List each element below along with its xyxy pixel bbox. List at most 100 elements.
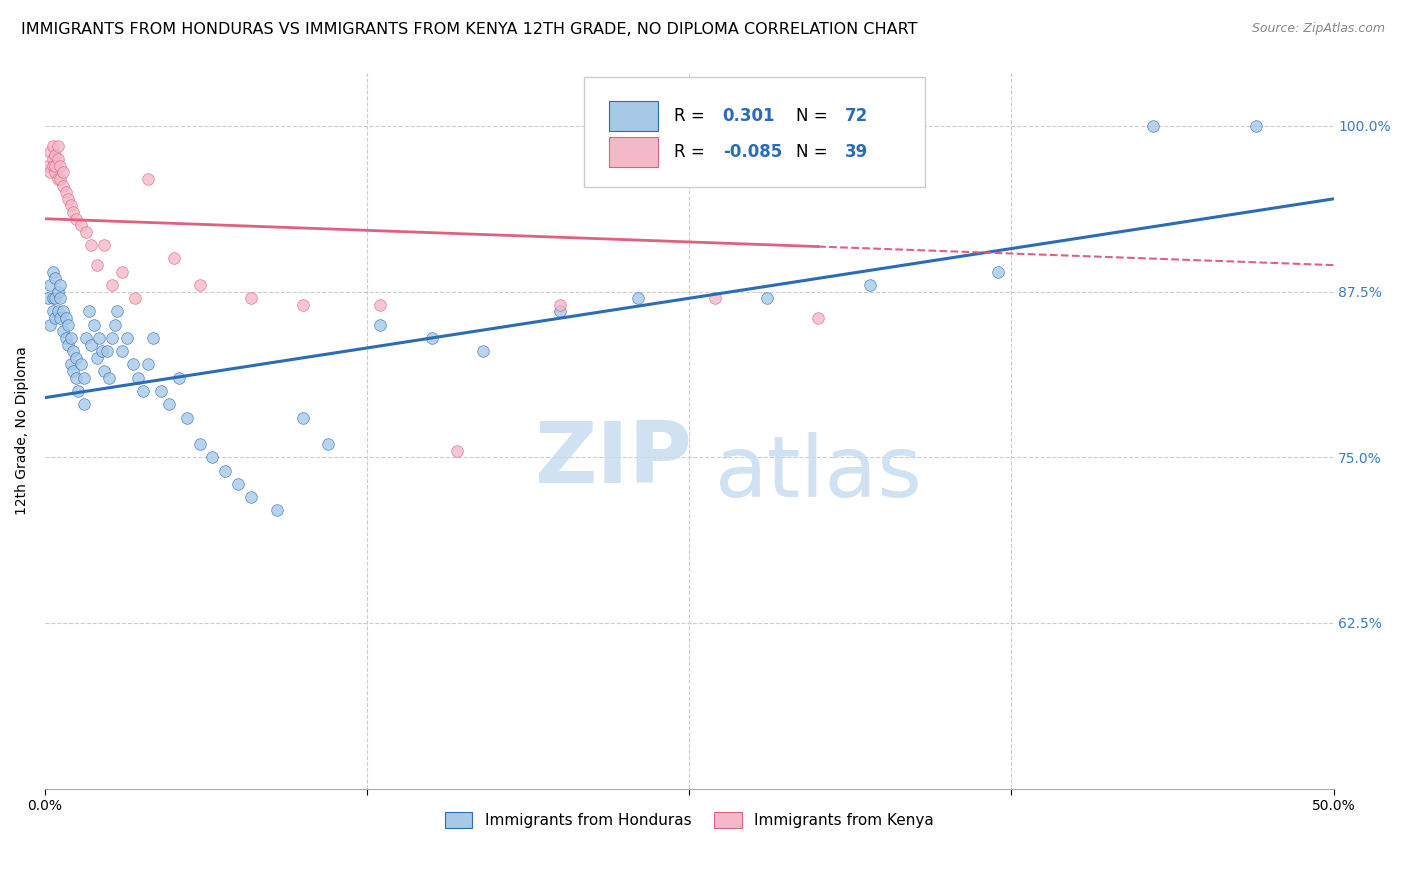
Point — [44, 159, 66, 173]
Point — [266, 503, 288, 517]
Text: N =: N = — [796, 107, 834, 125]
Point — [39, 318, 62, 332]
Point — [121, 358, 143, 372]
Point — [72, 397, 94, 411]
Legend: Immigrants from Honduras, Immigrants from Kenya: Immigrants from Honduras, Immigrants fro… — [439, 806, 939, 835]
Point — [59, 331, 82, 345]
Point — [59, 358, 82, 372]
Point — [136, 358, 159, 372]
Point — [1244, 119, 1267, 133]
Text: R =: R = — [673, 107, 710, 125]
Point — [37, 291, 59, 305]
Point — [142, 331, 165, 345]
Point — [37, 159, 59, 173]
Point — [44, 271, 66, 285]
Y-axis label: 12th Grade, No Diploma: 12th Grade, No Diploma — [15, 346, 30, 515]
Point — [75, 331, 97, 345]
Point — [987, 265, 1010, 279]
Text: 39: 39 — [845, 143, 869, 161]
Point — [87, 331, 110, 345]
Point — [98, 370, 121, 384]
Point — [318, 437, 340, 451]
Point — [167, 370, 190, 384]
Text: -0.085: -0.085 — [723, 143, 782, 161]
Point — [755, 291, 778, 305]
Point — [83, 318, 105, 332]
Point — [136, 172, 159, 186]
Point — [550, 304, 572, 318]
Point — [44, 165, 66, 179]
Point — [39, 145, 62, 160]
Point — [111, 344, 134, 359]
Point — [72, 370, 94, 384]
Point — [90, 344, 112, 359]
Point — [56, 337, 79, 351]
Point — [49, 311, 72, 326]
Point — [226, 476, 249, 491]
Point — [41, 265, 63, 279]
Point — [240, 490, 263, 504]
Text: Source: ZipAtlas.com: Source: ZipAtlas.com — [1251, 22, 1385, 36]
Point — [420, 331, 443, 345]
Point — [704, 291, 727, 305]
Point — [103, 318, 125, 332]
Point — [41, 139, 63, 153]
Text: 0.301: 0.301 — [723, 107, 775, 125]
Point — [62, 364, 84, 378]
Point — [550, 298, 572, 312]
Point — [46, 304, 69, 318]
Point — [291, 298, 314, 312]
Point — [86, 258, 108, 272]
Point — [201, 450, 224, 465]
Point — [39, 165, 62, 179]
Point — [44, 311, 66, 326]
Point — [52, 178, 75, 193]
Point — [55, 186, 77, 200]
Point — [124, 291, 146, 305]
Point — [75, 225, 97, 239]
Point — [105, 304, 128, 318]
Point — [52, 165, 75, 179]
Point — [240, 291, 263, 305]
Point — [291, 410, 314, 425]
Point — [859, 277, 882, 292]
Point — [49, 291, 72, 305]
Point — [86, 351, 108, 365]
Point — [49, 172, 72, 186]
Point — [101, 331, 124, 345]
Point — [56, 192, 79, 206]
Point — [41, 159, 63, 173]
Point — [49, 159, 72, 173]
Point — [188, 437, 211, 451]
Text: atlas: atlas — [716, 433, 922, 516]
Point — [77, 304, 100, 318]
Point — [472, 344, 495, 359]
Point — [55, 311, 77, 326]
Point — [80, 238, 103, 252]
Point — [56, 318, 79, 332]
Point — [157, 397, 180, 411]
Point — [49, 277, 72, 292]
Point — [46, 172, 69, 186]
Point — [807, 311, 830, 326]
Point — [67, 384, 90, 398]
FancyBboxPatch shape — [609, 101, 658, 131]
Point — [55, 331, 77, 345]
Point — [93, 238, 115, 252]
Point — [52, 324, 75, 338]
Point — [65, 351, 87, 365]
Point — [446, 443, 468, 458]
Point — [62, 205, 84, 219]
Point — [214, 463, 236, 477]
Point — [44, 148, 66, 162]
Text: R =: R = — [673, 143, 710, 161]
Point — [1142, 119, 1164, 133]
Point — [46, 285, 69, 299]
Point — [127, 370, 149, 384]
Point — [52, 304, 75, 318]
Text: ZIP: ZIP — [534, 417, 692, 501]
Point — [117, 331, 139, 345]
Point — [41, 152, 63, 166]
Point — [65, 211, 87, 226]
Point — [101, 277, 124, 292]
